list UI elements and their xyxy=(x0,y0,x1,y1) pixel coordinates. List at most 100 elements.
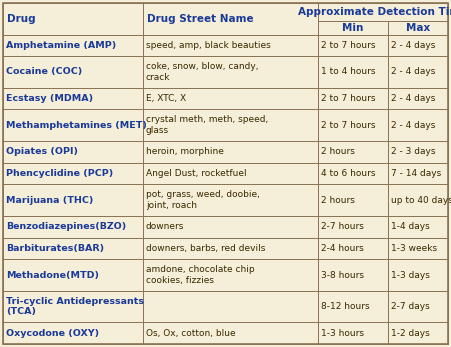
Bar xyxy=(388,35,448,56)
Text: 2 - 4 days: 2 - 4 days xyxy=(391,67,435,76)
Text: Tri-cyclic Antidepressants
(TCA): Tri-cyclic Antidepressants (TCA) xyxy=(6,297,144,316)
Text: 2 - 3 days: 2 - 3 days xyxy=(391,147,436,156)
Bar xyxy=(3,322,143,344)
Bar xyxy=(318,238,388,259)
Text: E, XTC, X: E, XTC, X xyxy=(146,94,186,103)
Bar xyxy=(3,3,143,35)
Text: Methadone(MTD): Methadone(MTD) xyxy=(6,271,99,280)
Text: Drug Street Name: Drug Street Name xyxy=(147,14,253,24)
Text: coke, snow, blow, candy,
crack: coke, snow, blow, candy, crack xyxy=(146,62,258,82)
Bar xyxy=(3,259,143,291)
Text: Cocaine (COC): Cocaine (COC) xyxy=(6,67,82,76)
Text: 2 to 7 hours: 2 to 7 hours xyxy=(321,121,376,130)
Bar xyxy=(318,291,388,322)
Text: speed, amp, black beauties: speed, amp, black beauties xyxy=(146,41,271,50)
Bar xyxy=(318,322,388,344)
Bar xyxy=(143,216,318,238)
Text: Ecstasy (MDMA): Ecstasy (MDMA) xyxy=(6,94,93,103)
Text: Angel Dust, rocketfuel: Angel Dust, rocketfuel xyxy=(146,169,247,178)
Bar xyxy=(3,141,143,163)
Text: 2 to 7 hours: 2 to 7 hours xyxy=(321,41,376,50)
Text: 2-7 days: 2-7 days xyxy=(391,302,430,311)
Bar xyxy=(388,291,448,322)
Text: amdone, chocolate chip
cookies, fizzies: amdone, chocolate chip cookies, fizzies xyxy=(146,265,255,285)
Text: Oxycodone (OXY): Oxycodone (OXY) xyxy=(6,329,99,338)
Text: 8-12 hours: 8-12 hours xyxy=(321,302,370,311)
Bar xyxy=(318,56,388,88)
Text: Os, Ox, cotton, blue: Os, Ox, cotton, blue xyxy=(146,329,235,338)
Bar xyxy=(388,259,448,291)
Text: Phencyclidine (PCP): Phencyclidine (PCP) xyxy=(6,169,113,178)
Bar xyxy=(143,259,318,291)
Text: Approximate Detection Time: Approximate Detection Time xyxy=(298,7,451,17)
Text: up to 40 days: up to 40 days xyxy=(391,196,451,205)
Text: Amphetamine (AMP): Amphetamine (AMP) xyxy=(6,41,116,50)
Text: Methamphetamines (MET): Methamphetamines (MET) xyxy=(6,121,147,130)
Text: 1-4 days: 1-4 days xyxy=(391,222,430,231)
Bar xyxy=(388,141,448,163)
Text: 2-7 hours: 2-7 hours xyxy=(321,222,364,231)
Bar xyxy=(388,163,448,184)
Text: Opiates (OPI): Opiates (OPI) xyxy=(6,147,78,156)
Text: 2 hours: 2 hours xyxy=(321,147,355,156)
Bar xyxy=(143,3,318,35)
Text: 4 to 6 hours: 4 to 6 hours xyxy=(321,169,376,178)
Bar xyxy=(318,109,388,141)
Text: Marijuana (THC): Marijuana (THC) xyxy=(6,196,93,205)
Bar xyxy=(318,3,448,21)
Bar xyxy=(143,322,318,344)
Bar xyxy=(143,56,318,88)
Text: Barbiturates(BAR): Barbiturates(BAR) xyxy=(6,244,104,253)
Text: 1-2 days: 1-2 days xyxy=(391,329,430,338)
Bar xyxy=(143,238,318,259)
Text: Min: Min xyxy=(342,23,364,33)
Bar xyxy=(318,141,388,163)
Bar xyxy=(318,216,388,238)
Text: 1-3 weeks: 1-3 weeks xyxy=(391,244,437,253)
Bar xyxy=(3,56,143,88)
Bar xyxy=(3,291,143,322)
Text: 2 hours: 2 hours xyxy=(321,196,355,205)
Bar xyxy=(143,291,318,322)
Bar xyxy=(318,259,388,291)
Text: 1-3 days: 1-3 days xyxy=(391,271,430,280)
Text: 2 - 4 days: 2 - 4 days xyxy=(391,94,435,103)
Text: heroin, morphine: heroin, morphine xyxy=(146,147,224,156)
Bar xyxy=(388,109,448,141)
Bar xyxy=(143,141,318,163)
Text: crystal meth, meth, speed,
glass: crystal meth, meth, speed, glass xyxy=(146,115,268,135)
Text: Benzodiazepines(BZO): Benzodiazepines(BZO) xyxy=(6,222,126,231)
Text: downers: downers xyxy=(146,222,184,231)
Text: 3-8 hours: 3-8 hours xyxy=(321,271,364,280)
Bar xyxy=(388,322,448,344)
Text: 2-4 hours: 2-4 hours xyxy=(321,244,364,253)
Text: 2 - 4 days: 2 - 4 days xyxy=(391,121,435,130)
Bar xyxy=(143,35,318,56)
Bar xyxy=(3,238,143,259)
Text: 2 to 7 hours: 2 to 7 hours xyxy=(321,94,376,103)
Bar xyxy=(388,21,448,35)
Bar xyxy=(143,88,318,109)
Bar xyxy=(388,238,448,259)
Bar xyxy=(143,109,318,141)
Bar xyxy=(3,109,143,141)
Bar xyxy=(318,163,388,184)
Text: Drug: Drug xyxy=(7,14,36,24)
Bar xyxy=(3,163,143,184)
Text: 7 - 14 days: 7 - 14 days xyxy=(391,169,441,178)
Bar xyxy=(3,184,143,216)
Text: Max: Max xyxy=(406,23,430,33)
Bar xyxy=(143,184,318,216)
Bar xyxy=(318,184,388,216)
Bar xyxy=(318,35,388,56)
Bar xyxy=(3,88,143,109)
Bar xyxy=(388,56,448,88)
Text: downers, barbs, red devils: downers, barbs, red devils xyxy=(146,244,265,253)
Bar xyxy=(3,216,143,238)
Bar xyxy=(388,184,448,216)
Bar xyxy=(388,216,448,238)
Text: pot, grass, weed, doobie,
joint, roach: pot, grass, weed, doobie, joint, roach xyxy=(146,190,260,210)
Bar xyxy=(318,88,388,109)
Text: 1-3 hours: 1-3 hours xyxy=(321,329,364,338)
Text: 2 - 4 days: 2 - 4 days xyxy=(391,41,435,50)
